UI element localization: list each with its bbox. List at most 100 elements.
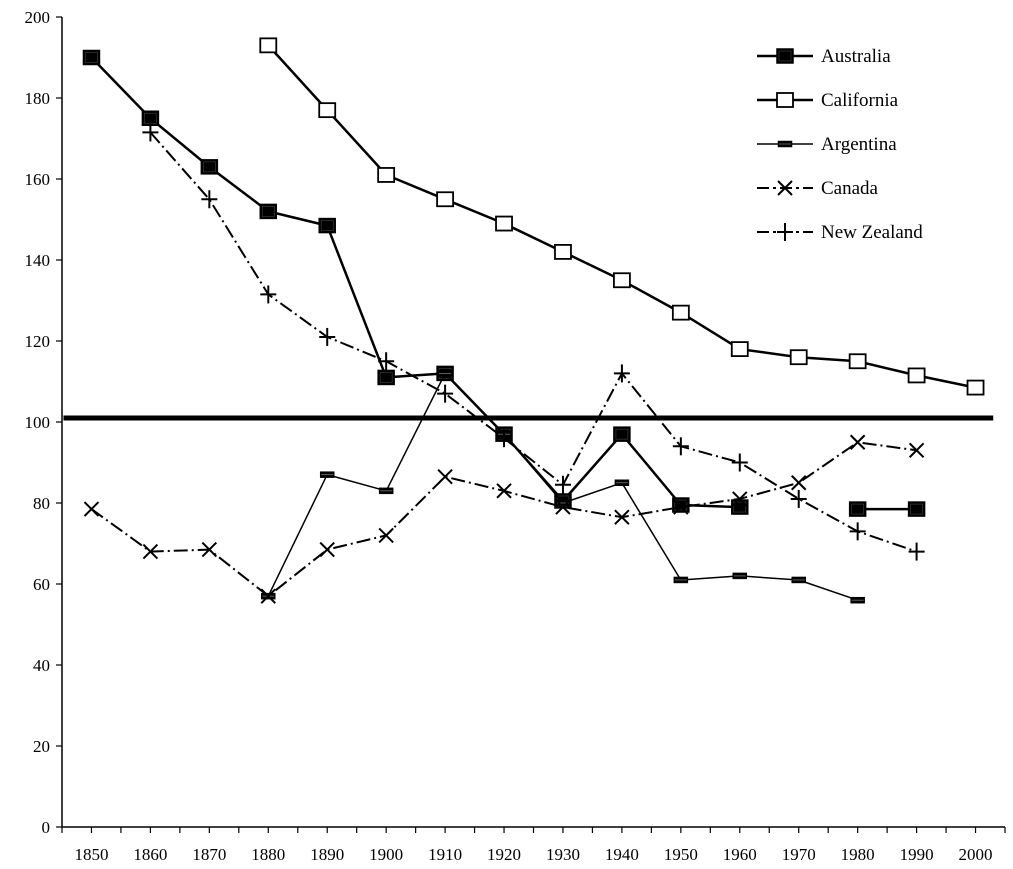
data-point bbox=[672, 437, 689, 456]
x-tick-label: 1930 bbox=[546, 845, 580, 864]
axes: 0 20 40 60 80 100 120 140 160 180 200 1850 1860 1870 1… bbox=[25, 8, 1006, 864]
data-point bbox=[554, 243, 572, 260]
data-point bbox=[732, 491, 748, 507]
data-point bbox=[613, 364, 630, 383]
legend-marker bbox=[776, 92, 794, 108]
series-line bbox=[90, 56, 740, 509]
y-tick-label: 0 bbox=[42, 818, 51, 837]
data-point bbox=[378, 487, 394, 495]
data-point bbox=[789, 349, 808, 366]
legend-item-new-zealand: New Zealand bbox=[757, 222, 923, 243]
data-point bbox=[259, 203, 278, 220]
data-point bbox=[907, 501, 926, 517]
data-point bbox=[731, 499, 749, 515]
data-point bbox=[496, 429, 513, 448]
data-point bbox=[966, 379, 985, 396]
legend-item-argentina: Argentina bbox=[757, 134, 897, 155]
data-point bbox=[260, 285, 277, 304]
legend-label: Argentina bbox=[821, 134, 897, 155]
x-tick-label: 1960 bbox=[723, 845, 757, 864]
y-tick-label: 80 bbox=[33, 494, 50, 513]
data-point bbox=[82, 49, 101, 66]
x-tick-label: 1940 bbox=[605, 845, 639, 864]
data-point bbox=[791, 475, 807, 491]
data-point bbox=[319, 327, 336, 346]
data-point bbox=[378, 527, 394, 544]
x-tick-label: 1970 bbox=[782, 845, 816, 864]
data-point bbox=[142, 123, 159, 142]
data-point bbox=[377, 369, 395, 386]
data-point bbox=[613, 426, 631, 442]
x-tick-label: 1870 bbox=[192, 845, 226, 864]
legend-label: Australia bbox=[821, 46, 891, 67]
legend: Australia California Argentina Canada New Ze… bbox=[757, 46, 923, 243]
data-point bbox=[319, 471, 335, 478]
x-tick-label: 1860 bbox=[133, 845, 167, 864]
series-line bbox=[149, 131, 917, 553]
data-point bbox=[731, 453, 748, 472]
data-point bbox=[848, 353, 867, 370]
data-point bbox=[849, 434, 866, 450]
data-point bbox=[260, 588, 276, 604]
series-california bbox=[259, 37, 985, 396]
y-tick-label: 100 bbox=[25, 413, 51, 432]
legend-label: Canada bbox=[821, 178, 879, 199]
y-tick-label: 180 bbox=[25, 89, 51, 108]
data-point bbox=[849, 522, 866, 541]
x-tick-label: 2000 bbox=[959, 845, 993, 864]
y-tick-label: 160 bbox=[25, 170, 51, 189]
x-tick-label: 1880 bbox=[251, 845, 285, 864]
data-point bbox=[259, 37, 278, 54]
data-point bbox=[141, 110, 160, 126]
data-point bbox=[614, 509, 630, 525]
y-tick-label: 20 bbox=[33, 737, 50, 756]
data-point bbox=[672, 497, 690, 513]
series-new-zealand bbox=[142, 123, 925, 561]
data-point bbox=[673, 576, 689, 584]
series-line bbox=[90, 441, 917, 598]
x-tick-label: 1900 bbox=[369, 845, 403, 864]
y-tick-label: 60 bbox=[33, 575, 50, 594]
data-point bbox=[495, 215, 513, 232]
data-point bbox=[907, 367, 926, 384]
data-point bbox=[730, 341, 749, 358]
data-point bbox=[318, 102, 337, 119]
legend-marker bbox=[776, 48, 794, 64]
data-point bbox=[437, 384, 454, 403]
series-group bbox=[82, 37, 985, 604]
y-tick-label: 200 bbox=[25, 8, 51, 27]
data-point bbox=[378, 352, 395, 371]
y-tick-label: 140 bbox=[25, 251, 51, 270]
legend-marker bbox=[777, 180, 793, 196]
legend-item-california: California bbox=[757, 90, 899, 111]
x-tick-label: 1890 bbox=[310, 845, 344, 864]
data-point bbox=[554, 475, 571, 494]
data-point bbox=[437, 468, 453, 485]
data-point bbox=[732, 572, 748, 580]
legend-item-australia: Australia bbox=[757, 46, 891, 67]
x-tick-label: 1920 bbox=[487, 845, 521, 864]
data-point bbox=[437, 370, 453, 377]
x-tick-label: 1990 bbox=[900, 845, 934, 864]
data-point bbox=[201, 190, 218, 209]
data-point bbox=[614, 479, 630, 486]
data-point bbox=[319, 541, 335, 558]
y-tick-label: 120 bbox=[25, 332, 51, 351]
x-tick-label: 1850 bbox=[74, 845, 108, 864]
data-point bbox=[791, 576, 806, 584]
data-point bbox=[142, 543, 159, 560]
legend-marker bbox=[777, 223, 793, 241]
data-point bbox=[671, 304, 690, 321]
data-point bbox=[496, 483, 512, 499]
data-point bbox=[555, 499, 571, 515]
data-point bbox=[673, 499, 689, 515]
data-point bbox=[613, 272, 631, 289]
series-canada bbox=[83, 434, 925, 604]
data-point bbox=[201, 541, 218, 558]
data-point bbox=[908, 442, 925, 459]
legend-label: California bbox=[821, 90, 899, 111]
data-point bbox=[908, 542, 925, 561]
data-point bbox=[377, 167, 396, 183]
legend-marker bbox=[777, 140, 793, 148]
data-point bbox=[790, 489, 807, 508]
